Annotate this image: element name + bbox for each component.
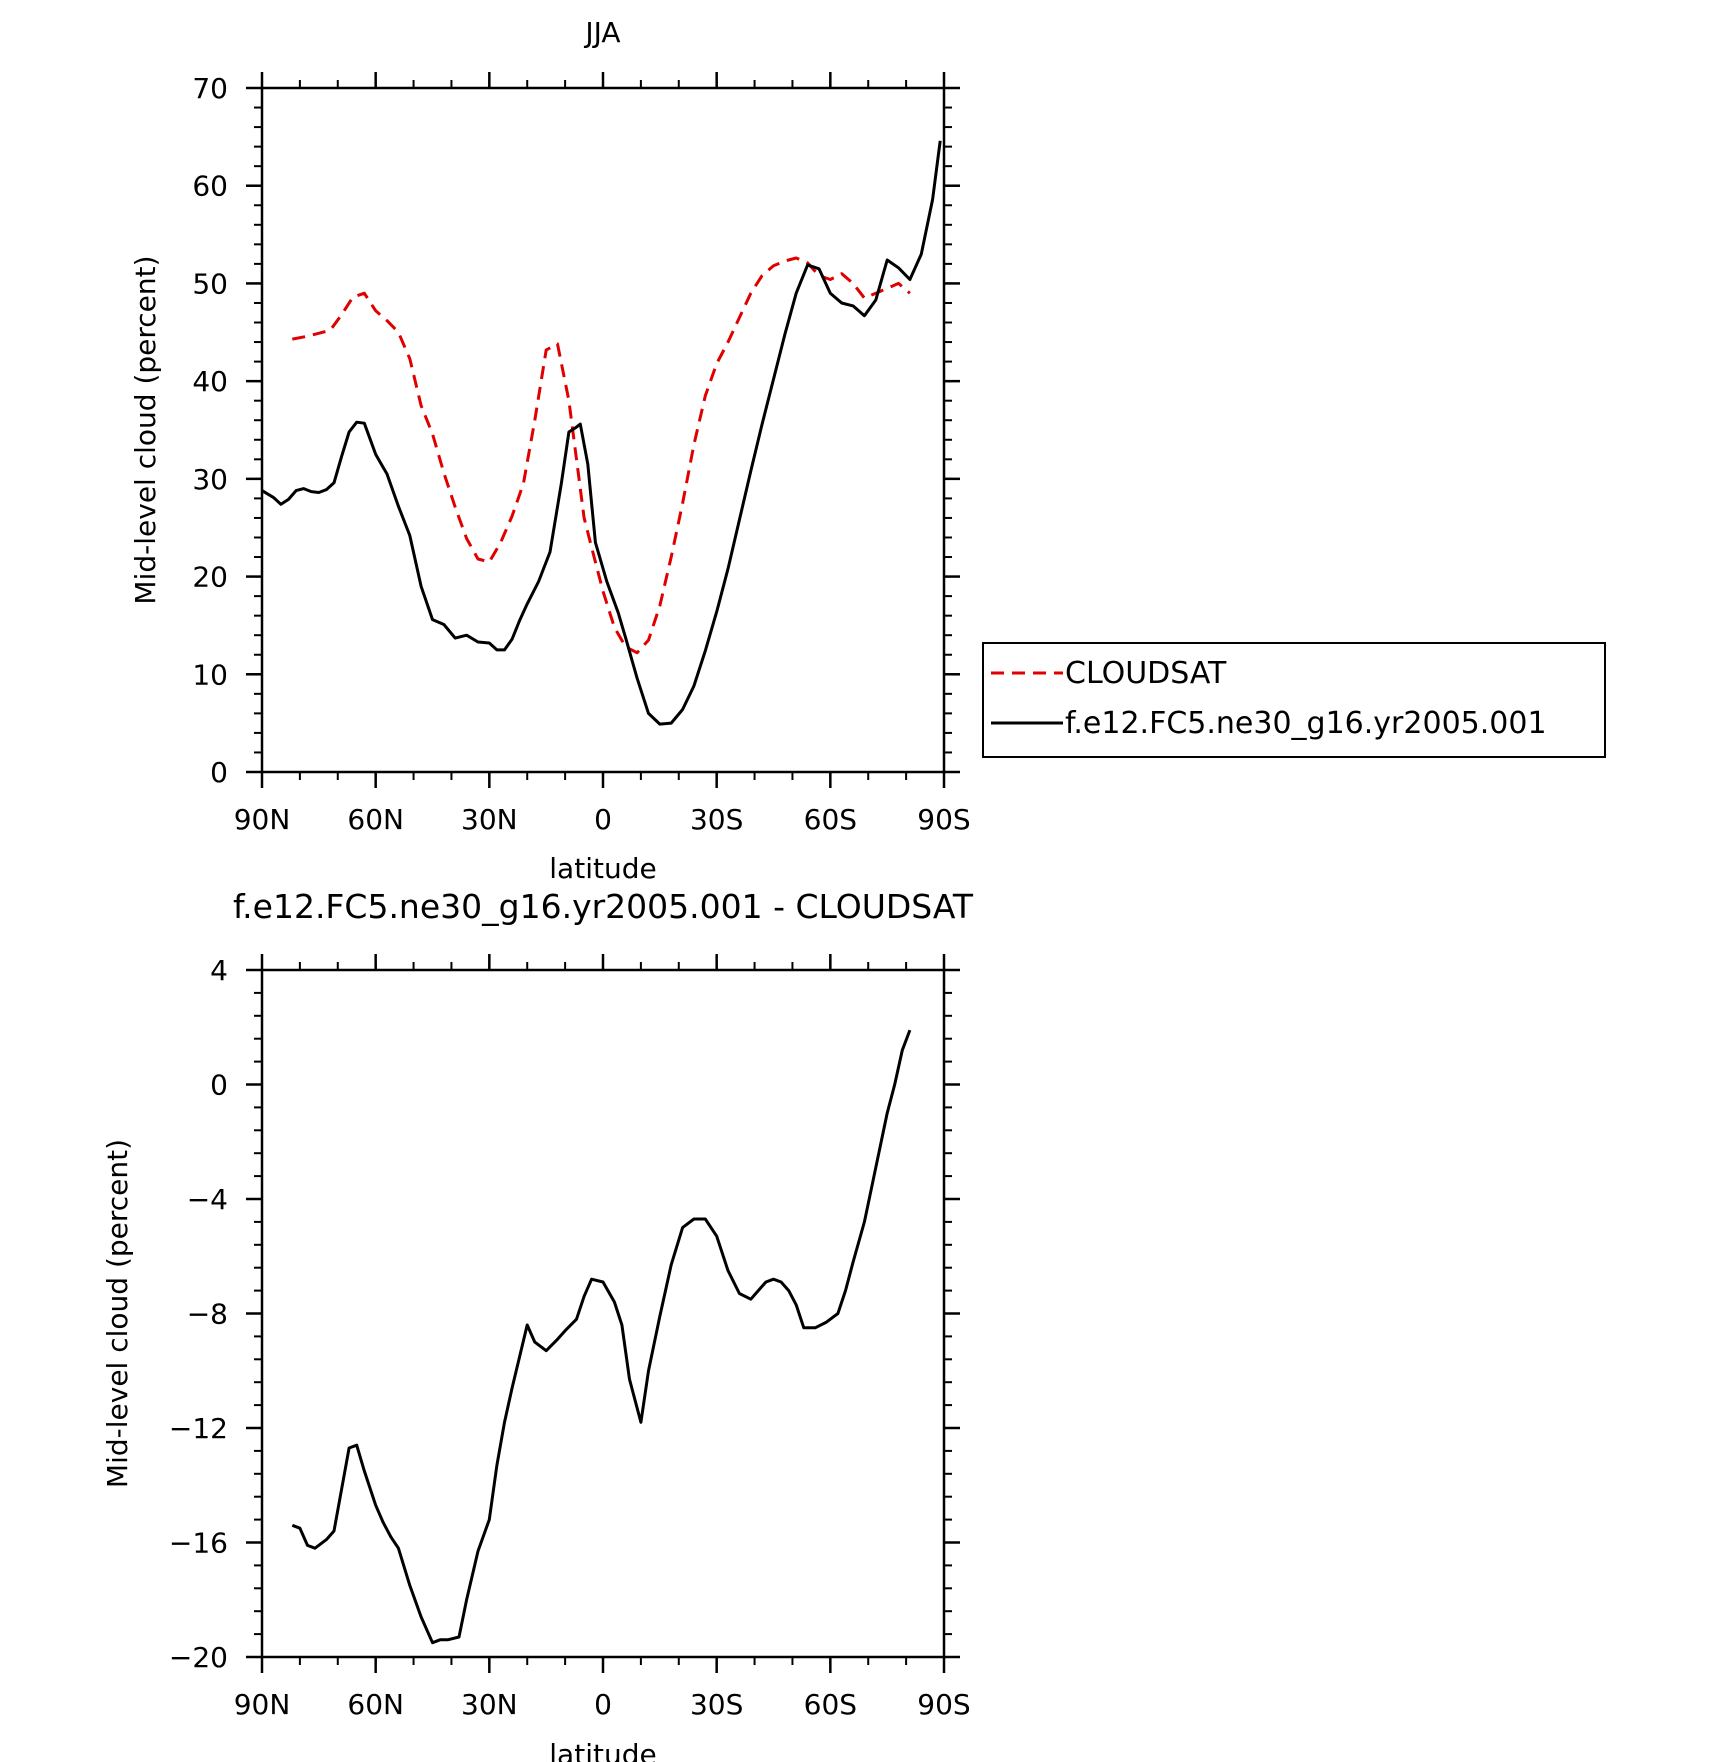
y-tick-label: 70 bbox=[192, 72, 228, 105]
x-axis-label: latitude bbox=[549, 852, 656, 885]
series-line-f-e12-fc5-ne30-g16-yr2005-001 bbox=[261, 140, 942, 726]
legend-label: CLOUDSAT bbox=[1065, 656, 1227, 691]
x-tick-label: 30S bbox=[690, 1688, 743, 1721]
chart-title: f.e12.FC5.ne30_g16.yr2005.001 - CLOUDSAT bbox=[233, 887, 974, 926]
y-tick-label: 0 bbox=[210, 756, 228, 789]
y-tick-label: −12 bbox=[169, 1412, 228, 1445]
x-tick-label: 0 bbox=[594, 803, 612, 836]
y-axis-label: Mid-level cloud (percent) bbox=[101, 1139, 134, 1488]
x-tick-label: 90S bbox=[917, 803, 970, 836]
y-tick-label: −20 bbox=[169, 1641, 228, 1674]
x-axis-label: latitude bbox=[549, 1738, 656, 1762]
plot-frame bbox=[260, 968, 946, 1659]
plot-frame bbox=[260, 86, 946, 774]
legend-label: f.e12.FC5.ne30_g16.yr2005.001 bbox=[1065, 706, 1547, 741]
x-tick-label: 90S bbox=[917, 1688, 970, 1721]
y-tick-label: 40 bbox=[192, 365, 228, 398]
y-tick-label: 60 bbox=[192, 170, 228, 203]
x-tick-label: 60S bbox=[804, 803, 857, 836]
y-tick-label: 50 bbox=[192, 267, 228, 300]
y-tick-label: 4 bbox=[210, 954, 228, 987]
x-tick-label: 30S bbox=[690, 803, 743, 836]
x-tick-label: 90N bbox=[234, 803, 291, 836]
y-tick-label: 30 bbox=[192, 463, 228, 496]
x-tick-label: 60S bbox=[804, 1688, 857, 1721]
y-tick-label: 0 bbox=[210, 1069, 228, 1102]
x-tick-label: 30N bbox=[461, 803, 518, 836]
y-axis-label: Mid-level cloud (percent) bbox=[129, 255, 162, 604]
legend-box bbox=[982, 642, 1606, 758]
x-tick-label: 90N bbox=[234, 1688, 291, 1721]
top-panel: JJA 90N 60N 30N 0 30S 60S 90S 0 10 20 30 40 50 60 70 lat… bbox=[129, 16, 1606, 885]
y-tick-label: −16 bbox=[169, 1527, 228, 1560]
x-tick-label: 60N bbox=[347, 803, 404, 836]
bottom-panel: f.e12.FC5.ne30_g16.yr2005.001 - CLOUDSAT… bbox=[101, 887, 974, 1762]
y-tick-label: −4 bbox=[187, 1183, 228, 1216]
x-tick-label: 30N bbox=[461, 1688, 518, 1721]
series-line-cloudsat bbox=[292, 256, 911, 655]
y-tick-label: 10 bbox=[192, 658, 228, 691]
x-tick-label: 60N bbox=[347, 1688, 404, 1721]
y-tick-label: 20 bbox=[192, 561, 228, 594]
x-tick-label: 0 bbox=[594, 1688, 612, 1721]
series-line-0 bbox=[291, 1029, 912, 1645]
y-tick-label: −8 bbox=[187, 1298, 228, 1331]
chart-title: JJA bbox=[583, 16, 620, 49]
